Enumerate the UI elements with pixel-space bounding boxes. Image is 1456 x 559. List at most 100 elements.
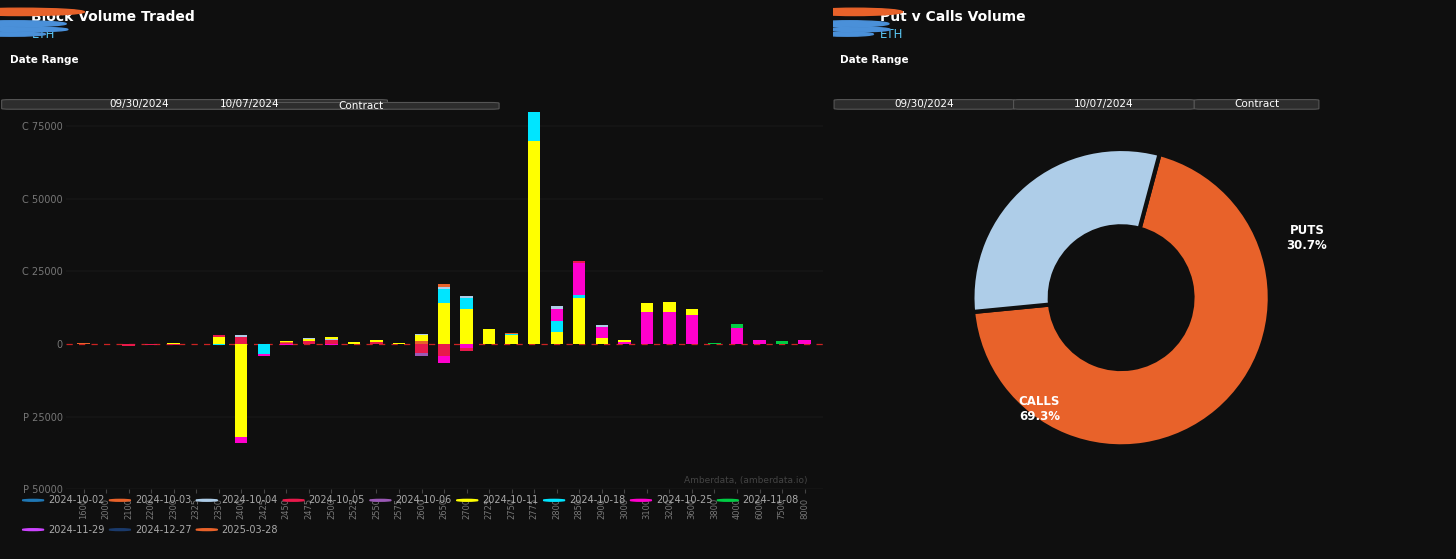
- Bar: [574, 261, 585, 263]
- Text: PUTS
30.7%: PUTS 30.7%: [1287, 224, 1328, 252]
- Text: CALLS
69.3%: CALLS 69.3%: [1019, 395, 1060, 423]
- Text: 2024-11-08: 2024-11-08: [743, 495, 799, 505]
- Bar: [460, 344, 473, 348]
- Bar: [415, 334, 428, 335]
- Circle shape: [0, 27, 68, 32]
- Text: 09/30/2024: 09/30/2024: [894, 100, 954, 110]
- Circle shape: [370, 499, 392, 501]
- Bar: [280, 341, 293, 342]
- Bar: [213, 337, 224, 344]
- Bar: [641, 312, 654, 344]
- Bar: [370, 340, 383, 342]
- Bar: [731, 328, 743, 344]
- Text: 2024-11-29: 2024-11-29: [48, 525, 105, 534]
- Bar: [122, 344, 135, 347]
- Bar: [596, 325, 609, 326]
- Bar: [213, 335, 224, 337]
- Bar: [529, 68, 540, 141]
- Bar: [325, 337, 338, 339]
- Bar: [753, 340, 766, 344]
- Bar: [258, 354, 269, 356]
- Circle shape: [716, 499, 738, 501]
- Bar: [303, 341, 314, 344]
- FancyBboxPatch shape: [1194, 100, 1319, 109]
- Circle shape: [543, 499, 565, 501]
- Circle shape: [22, 499, 44, 501]
- Bar: [460, 296, 473, 297]
- Circle shape: [109, 499, 131, 501]
- Text: Put v Calls Volume: Put v Calls Volume: [879, 10, 1025, 23]
- Bar: [415, 344, 428, 353]
- Text: Contract: Contract: [1235, 100, 1280, 110]
- Bar: [415, 340, 428, 344]
- Bar: [798, 340, 811, 344]
- Bar: [348, 342, 360, 344]
- Bar: [529, 64, 540, 67]
- Bar: [686, 309, 697, 315]
- Bar: [415, 353, 428, 356]
- FancyBboxPatch shape: [112, 100, 387, 109]
- Bar: [280, 344, 293, 345]
- Bar: [460, 309, 473, 344]
- Bar: [393, 343, 405, 344]
- Bar: [146, 344, 157, 345]
- Bar: [550, 333, 563, 344]
- Bar: [596, 338, 609, 344]
- Text: ETH: ETH: [32, 28, 55, 41]
- Bar: [731, 324, 743, 328]
- Bar: [619, 342, 630, 344]
- Bar: [708, 343, 721, 344]
- Text: 2024-10-18: 2024-10-18: [569, 495, 625, 505]
- Bar: [574, 263, 585, 295]
- Bar: [415, 335, 428, 340]
- Bar: [258, 344, 269, 354]
- Bar: [325, 339, 338, 340]
- Bar: [234, 344, 248, 437]
- Bar: [280, 343, 293, 344]
- Wedge shape: [973, 154, 1270, 446]
- Bar: [664, 312, 676, 344]
- Circle shape: [811, 21, 890, 27]
- Bar: [550, 309, 563, 321]
- Bar: [303, 339, 314, 341]
- Bar: [234, 335, 248, 337]
- Text: 2024-10-03: 2024-10-03: [135, 495, 191, 505]
- FancyBboxPatch shape: [834, 100, 1015, 109]
- Circle shape: [630, 499, 652, 501]
- Circle shape: [22, 529, 44, 530]
- Bar: [438, 289, 450, 304]
- Text: 2024-10-04: 2024-10-04: [221, 495, 278, 505]
- Bar: [460, 348, 473, 351]
- Circle shape: [0, 32, 45, 36]
- Text: 09/30/2024: 09/30/2024: [109, 100, 169, 110]
- Text: ETH: ETH: [879, 28, 903, 41]
- Bar: [505, 334, 518, 335]
- Circle shape: [109, 529, 131, 530]
- Bar: [325, 344, 338, 345]
- Bar: [505, 335, 518, 344]
- Text: 2024-10-11: 2024-10-11: [482, 495, 539, 505]
- Bar: [234, 437, 248, 443]
- Bar: [280, 342, 293, 343]
- Bar: [370, 342, 383, 344]
- Bar: [483, 329, 495, 344]
- FancyBboxPatch shape: [1013, 100, 1194, 109]
- Wedge shape: [973, 149, 1159, 312]
- Text: Block Volume Traded: Block Volume Traded: [32, 10, 195, 23]
- Circle shape: [282, 499, 304, 501]
- Bar: [234, 337, 248, 344]
- Text: 2025-03-28: 2025-03-28: [221, 525, 278, 534]
- Circle shape: [828, 27, 890, 32]
- Bar: [77, 343, 90, 344]
- Bar: [438, 344, 450, 356]
- Circle shape: [0, 8, 84, 16]
- FancyBboxPatch shape: [1, 100, 278, 109]
- Circle shape: [0, 21, 66, 27]
- Text: 10/07/2024: 10/07/2024: [1075, 100, 1134, 110]
- Bar: [438, 283, 450, 287]
- Circle shape: [807, 8, 903, 16]
- Bar: [641, 304, 654, 312]
- Text: 2024-10-06: 2024-10-06: [396, 495, 451, 505]
- Bar: [505, 333, 518, 334]
- Circle shape: [197, 529, 217, 530]
